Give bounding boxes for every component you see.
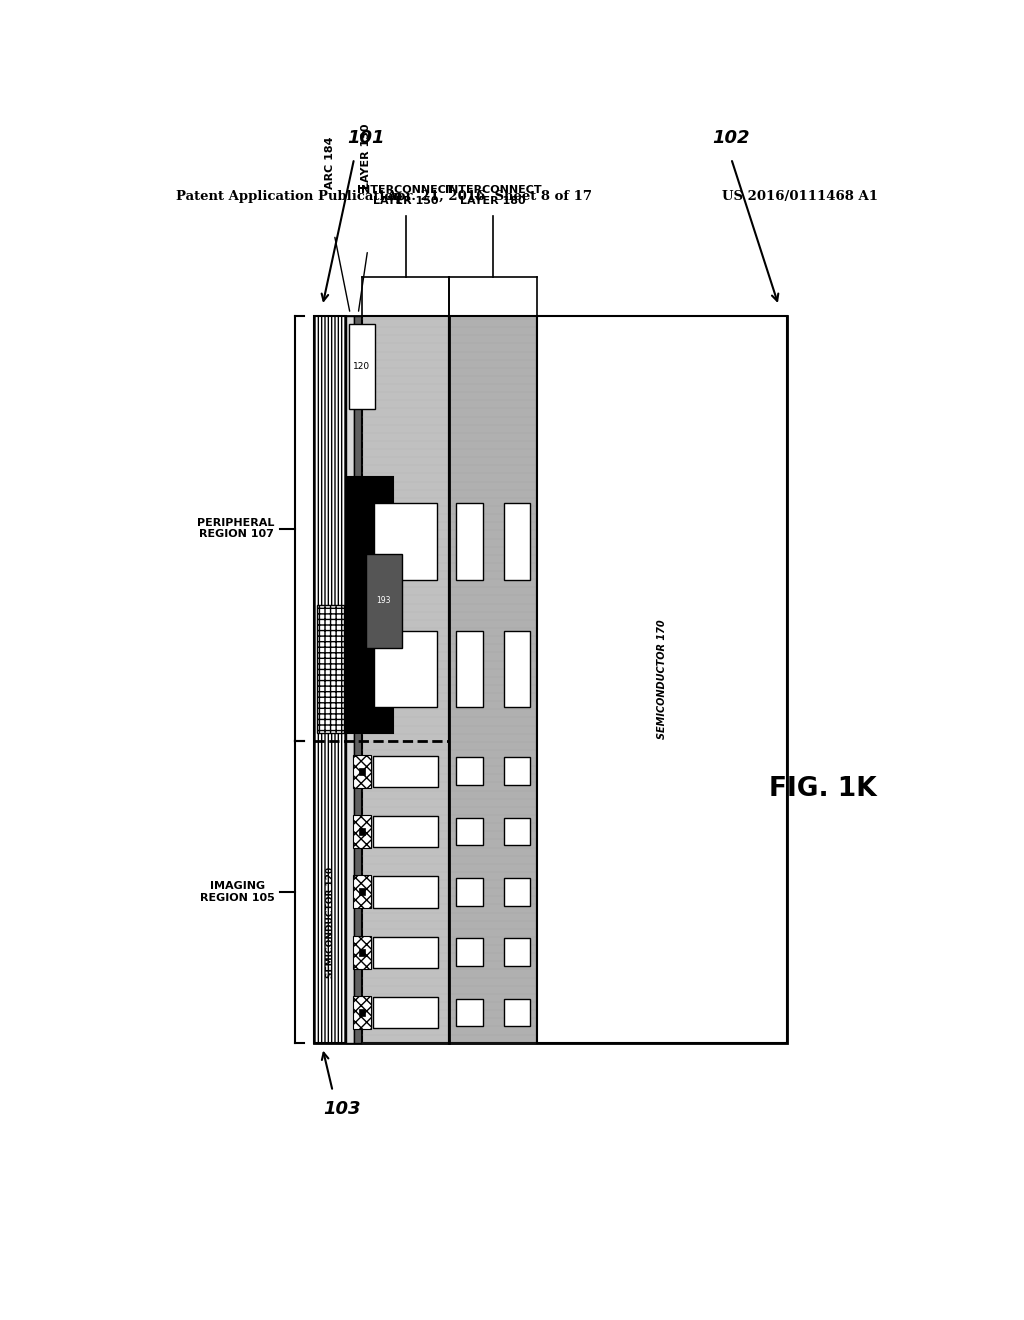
Text: SEMICONDUCTOR 170: SEMICONDUCTOR 170: [656, 619, 667, 739]
Bar: [314, 315, 786, 1043]
Bar: [504, 503, 529, 579]
Bar: [359, 949, 365, 956]
Bar: [359, 1008, 365, 1016]
Bar: [348, 325, 375, 409]
Bar: [375, 631, 437, 708]
Bar: [353, 755, 371, 788]
Bar: [537, 315, 786, 1043]
Bar: [353, 814, 371, 849]
Bar: [373, 936, 438, 968]
Text: SEMICONDUCTOR 120: SEMICONDUCTOR 120: [326, 866, 335, 978]
Bar: [457, 503, 482, 579]
Text: Patent Application Publication: Patent Application Publication: [176, 190, 402, 202]
Text: 193: 193: [377, 597, 391, 606]
Bar: [373, 997, 438, 1028]
Bar: [504, 939, 529, 966]
Bar: [353, 995, 371, 1030]
Text: ARC 184: ARC 184: [326, 136, 336, 189]
Bar: [504, 817, 529, 845]
Text: LAYER 130: LAYER 130: [361, 123, 371, 189]
Text: 102: 102: [713, 129, 750, 147]
Bar: [346, 315, 354, 1043]
Bar: [362, 315, 450, 1043]
Bar: [314, 315, 346, 1043]
Bar: [373, 816, 438, 847]
Bar: [504, 878, 529, 906]
Text: 101: 101: [347, 129, 385, 147]
Bar: [504, 999, 529, 1027]
Text: FIG. 1K: FIG. 1K: [769, 776, 877, 801]
Bar: [504, 758, 529, 785]
Bar: [316, 605, 344, 733]
Bar: [373, 876, 438, 908]
Text: IMAGING
REGION 105: IMAGING REGION 105: [200, 880, 274, 903]
Text: 103: 103: [324, 1100, 361, 1118]
Text: INTERCONNECT
LAYER 150: INTERCONNECT LAYER 150: [357, 185, 454, 206]
Bar: [457, 758, 482, 785]
Bar: [359, 888, 365, 895]
Text: INTERCONNECT
LAYER 180: INTERCONNECT LAYER 180: [444, 185, 542, 206]
Bar: [375, 503, 437, 579]
Bar: [354, 315, 362, 1043]
Bar: [457, 939, 482, 966]
Bar: [367, 554, 401, 648]
Bar: [346, 478, 392, 733]
Bar: [504, 631, 529, 708]
Bar: [359, 828, 365, 836]
Bar: [353, 875, 371, 908]
Bar: [457, 817, 482, 845]
Bar: [450, 315, 537, 1043]
Bar: [373, 755, 438, 787]
Bar: [353, 936, 371, 969]
Bar: [457, 878, 482, 906]
Bar: [457, 631, 482, 708]
Bar: [359, 768, 365, 775]
Text: Apr. 21, 2016  Sheet 8 of 17: Apr. 21, 2016 Sheet 8 of 17: [386, 190, 592, 202]
Text: US 2016/0111468 A1: US 2016/0111468 A1: [722, 190, 878, 202]
Text: PERIPHERAL
REGION 107: PERIPHERAL REGION 107: [198, 517, 274, 540]
Text: 120: 120: [353, 363, 371, 371]
Bar: [457, 999, 482, 1027]
